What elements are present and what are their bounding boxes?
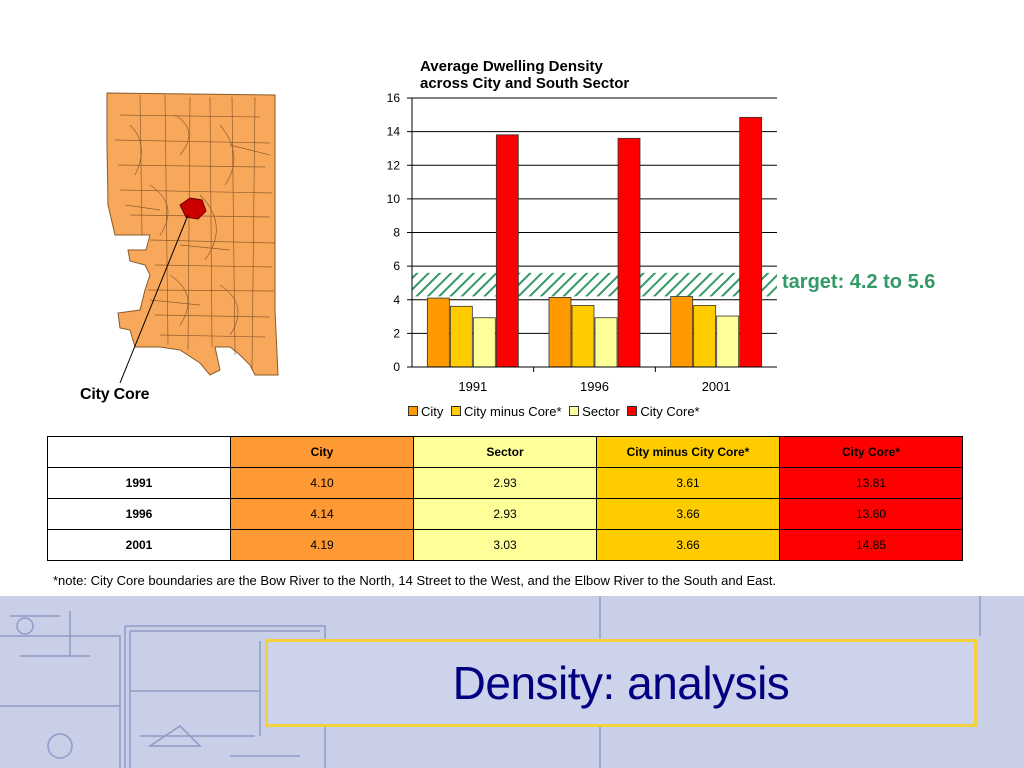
bar-city-minus-core--2001 <box>693 305 717 368</box>
chart-title: Average Dwelling Density across City and… <box>420 58 629 92</box>
legend-item-city: City <box>408 404 443 419</box>
legend-swatch-city <box>408 406 418 416</box>
target-band <box>412 272 777 297</box>
slide-title-box: Density: analysis <box>265 639 977 727</box>
city-core-label: City Core <box>80 386 150 403</box>
header-city-minus-core: City minus City Core* <box>596 436 780 468</box>
y-tick-label: 14 <box>387 125 401 139</box>
cell-sector: 2.93 <box>413 498 597 530</box>
legend-label-city: City <box>421 404 444 419</box>
cell-city-minus-core: 3.66 <box>596 498 780 530</box>
y-tick-label: 12 <box>387 158 401 172</box>
row-year: 2001 <box>47 529 231 561</box>
bar-sector-2001 <box>716 315 740 368</box>
bar-city-core--1996 <box>617 137 641 368</box>
chart-bars <box>426 116 763 368</box>
y-tick-label: 8 <box>393 226 400 240</box>
cell-city-minus-core: 3.66 <box>596 529 780 561</box>
row-year: 1996 <box>47 498 231 530</box>
target-label: target: 4.2 to 5.6 <box>782 271 936 293</box>
cell-city-core: 13.81 <box>779 467 963 499</box>
city-core-pointer <box>119 214 189 384</box>
legend-swatch-city-core <box>627 406 638 416</box>
slide-title: Density: analysis <box>452 657 790 709</box>
table-row: 1996 4.14 2.93 3.66 13.60 <box>47 498 963 530</box>
row-year: 1991 <box>47 467 231 499</box>
bar-city-2001 <box>670 296 694 368</box>
bar-city-minus-core--1996 <box>571 305 595 368</box>
cell-city-minus-core: 3.61 <box>596 467 780 499</box>
bar-city-core--1991 <box>495 134 519 368</box>
legend-item-city-core: City Core* <box>627 404 700 419</box>
city-map <box>60 85 300 415</box>
legend-item-sector: Sector <box>569 404 620 419</box>
y-tick-label: 10 <box>387 192 401 206</box>
chart-legend: City City minus Core* Sector City Core* <box>408 404 704 419</box>
cell-city-core: 13.60 <box>779 498 963 530</box>
legend-label-sector: Sector <box>582 404 620 419</box>
legend-label-city-core: City Core* <box>640 404 700 419</box>
bar-chart: 0 2 4 6 8 10 12 14 16 1991 1996 2001 <box>387 91 777 394</box>
table-row: 1991 4.10 2.93 3.61 13.81 <box>47 467 963 499</box>
header-sector: Sector <box>413 436 597 468</box>
legend-swatch-sector <box>569 406 580 416</box>
bar-city-core--2001 <box>739 116 763 368</box>
bar-sector-1991 <box>472 317 496 368</box>
x-tick-label: 1991 <box>458 379 487 394</box>
y-tick-label: 16 <box>387 91 401 105</box>
city-boundary <box>106 92 279 376</box>
header-city: City <box>230 436 414 468</box>
bar-sector-1996 <box>594 317 618 368</box>
cell-city-core: 14.85 <box>779 529 963 561</box>
community-lines <box>114 94 276 371</box>
density-table: City Sector City minus City Core* City C… <box>47 436 963 561</box>
x-tick-label: 1996 <box>580 379 609 394</box>
bar-city-1991 <box>426 297 450 368</box>
footnote: *note: City Core boundaries are the Bow … <box>53 573 777 588</box>
legend-item-city-minus-core: City minus Core* <box>451 404 562 419</box>
bar-city-minus-core--1991 <box>449 305 473 368</box>
table-row: 2001 4.19 3.03 3.66 14.85 <box>47 529 963 561</box>
table-header-row: City Sector City minus City Core* City C… <box>47 436 963 468</box>
chart-title-line-1: Average Dwelling Density <box>420 58 603 75</box>
legend-label-city-minus-core: City minus Core* <box>464 404 562 419</box>
legend-swatch-city-minus-core <box>451 406 462 416</box>
cell-sector: 2.93 <box>413 467 597 499</box>
y-tick-label: 4 <box>393 293 400 307</box>
cell-city: 4.19 <box>230 529 414 561</box>
city-map-graphic <box>106 92 279 384</box>
y-tick-label: 2 <box>393 326 400 340</box>
city-core-area <box>179 197 207 220</box>
cell-sector: 3.03 <box>413 529 597 561</box>
cell-city: 4.14 <box>230 498 414 530</box>
chart-axes: 0 2 4 6 8 10 12 14 16 1991 1996 2001 <box>387 91 777 394</box>
x-tick-label: 2001 <box>702 379 731 394</box>
y-tick-label: 0 <box>393 360 400 374</box>
chart-title-line-2: across City and South Sector <box>420 75 630 92</box>
bar-city-1996 <box>548 296 572 368</box>
cell-city: 4.10 <box>230 467 414 499</box>
y-tick-label: 6 <box>393 259 400 273</box>
header-city-core: City Core* <box>779 436 963 468</box>
header-blank <box>47 436 231 468</box>
